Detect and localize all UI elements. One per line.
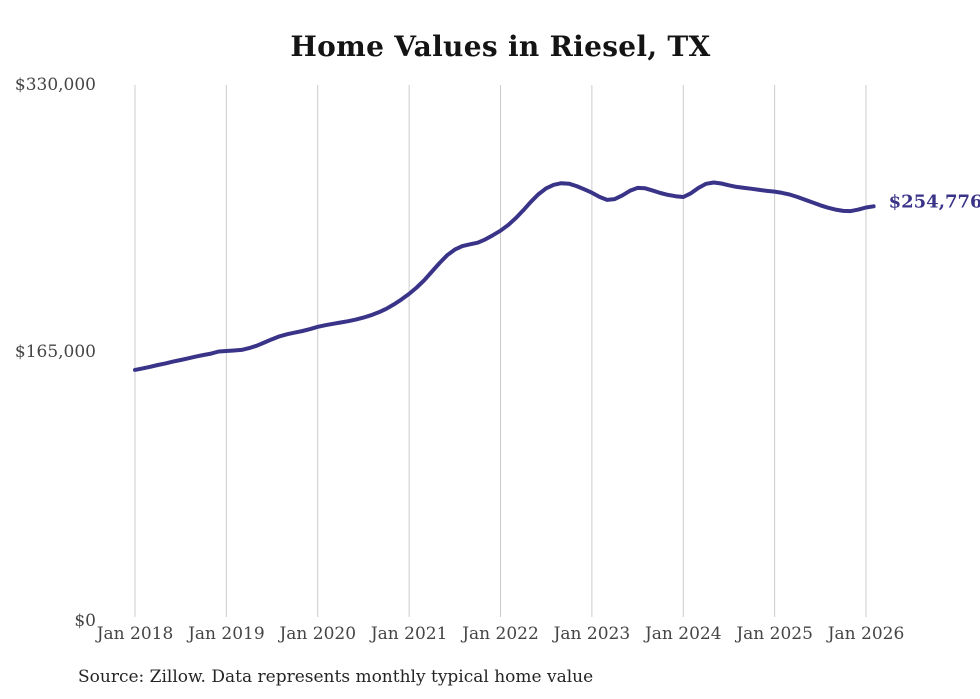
y-tick-label-165k: $165,000	[14, 342, 96, 362]
x-tick-label-2025: Jan 2025	[736, 624, 813, 644]
x-tick-label-2020: Jan 2020	[279, 624, 357, 644]
latest-value-label: $254,776	[888, 191, 980, 213]
chart-title: Home Values in Riesel, TX	[290, 30, 711, 63]
y-tick-label-330k: $330,000	[14, 75, 96, 95]
y-tick-label-0: $0	[74, 611, 96, 631]
source-note: Source: Zillow. Data represents monthly …	[78, 667, 594, 687]
x-tick-label-2026: Jan 2026	[827, 624, 905, 644]
x-tick-label-2024: Jan 2024	[644, 624, 722, 644]
x-tick-label-2019: Jan 2019	[188, 624, 265, 644]
x-tick-label-2021: Jan 2021	[370, 624, 448, 644]
x-tick-label-2023: Jan 2023	[553, 624, 631, 644]
home-value-line	[133, 180, 876, 372]
x-tick-label-2018: Jan 2018	[96, 624, 174, 644]
x-tick-label-2022: Jan 2022	[462, 624, 539, 644]
